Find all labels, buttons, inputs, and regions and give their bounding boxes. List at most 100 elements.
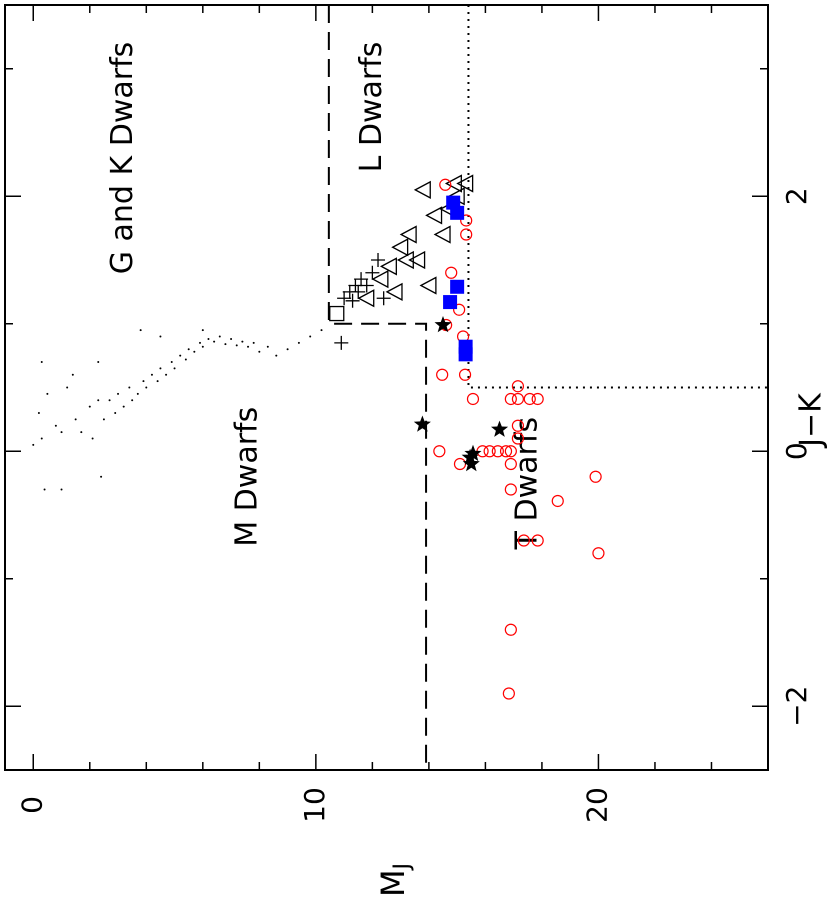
dot-point xyxy=(320,329,323,332)
circle-point xyxy=(523,392,536,406)
dot-point xyxy=(173,367,176,370)
dot-point xyxy=(193,350,196,353)
dot-point xyxy=(230,338,233,341)
circle-point xyxy=(502,687,515,700)
region-label: M Dwarfs xyxy=(230,407,265,547)
dot-point xyxy=(179,354,182,357)
dot-point xyxy=(142,380,145,383)
dot-point xyxy=(207,338,210,341)
circle-point xyxy=(504,392,517,406)
x-tick-label: 20 xyxy=(580,787,613,823)
x-axis-label-sub: J xyxy=(390,863,415,872)
triangle-point xyxy=(371,270,389,289)
region-label: T Dwarfs xyxy=(509,417,544,550)
region-label: L Dwarfs xyxy=(354,42,389,173)
dot-point xyxy=(128,386,131,389)
circle-point xyxy=(517,534,530,547)
dot-point xyxy=(54,424,57,427)
plot-frame xyxy=(4,4,769,771)
circle-point xyxy=(491,445,504,458)
circle-point xyxy=(439,178,452,191)
dot-point xyxy=(60,488,63,491)
dot-point xyxy=(266,345,269,348)
dot-point xyxy=(201,329,204,332)
dot-point xyxy=(97,399,100,402)
dot-point xyxy=(213,340,216,343)
star-point xyxy=(462,455,480,472)
dot-point xyxy=(247,345,250,348)
dot-point xyxy=(241,340,244,343)
plus-point xyxy=(354,272,369,287)
plus-point xyxy=(376,291,391,306)
circle-point xyxy=(499,445,513,458)
circle-point xyxy=(504,483,517,496)
triangle-point xyxy=(419,276,437,295)
dot-point xyxy=(198,341,201,344)
circle-point xyxy=(592,547,605,560)
circle-point xyxy=(511,419,525,432)
x-axis-label: MJ xyxy=(374,863,415,897)
dot-point xyxy=(117,392,120,395)
triangle-point xyxy=(357,289,375,308)
dot-point xyxy=(46,392,49,395)
triangle-point xyxy=(396,250,414,270)
plus-point xyxy=(359,278,374,293)
region-label: G and K Dwarfs xyxy=(105,42,140,275)
triangle-point xyxy=(399,225,417,244)
dot-point xyxy=(40,437,43,440)
circle-point xyxy=(589,470,602,483)
y-tick-label: 0 xyxy=(780,442,813,460)
dot-point xyxy=(224,343,227,346)
circle-point xyxy=(504,445,517,458)
filled-square-point xyxy=(443,295,458,310)
circle-point xyxy=(460,228,473,241)
triangle-point xyxy=(385,282,403,301)
circle-point xyxy=(511,432,525,445)
y-tick-label: 2 xyxy=(780,187,813,205)
triangle-point xyxy=(425,206,443,225)
star-point xyxy=(464,444,482,462)
circle-point xyxy=(466,392,480,406)
star-point xyxy=(491,420,509,437)
dot-point xyxy=(159,367,162,370)
dot-point xyxy=(150,373,153,376)
dot-point xyxy=(114,412,117,414)
dot-point xyxy=(80,431,83,434)
plus-point xyxy=(351,284,366,299)
dot-point xyxy=(100,475,103,478)
dot-point xyxy=(71,373,74,376)
dot-point xyxy=(102,418,105,421)
filled-square-point xyxy=(458,347,473,362)
triangle-point xyxy=(444,174,462,193)
boundary-line xyxy=(467,5,768,389)
dot-point xyxy=(136,392,139,395)
star-point xyxy=(413,415,431,432)
dot-point xyxy=(159,335,162,338)
dot-point xyxy=(218,335,221,338)
dot-point xyxy=(88,405,91,408)
circle-point xyxy=(504,623,517,636)
dot-point xyxy=(297,341,300,344)
y-tick-label: −2 xyxy=(780,686,813,727)
filled-square-point xyxy=(450,279,465,294)
dot-point xyxy=(91,437,94,440)
triangle-point xyxy=(379,257,397,276)
dot-point xyxy=(309,335,312,338)
circle-point xyxy=(433,445,446,458)
dot-point xyxy=(201,345,204,348)
circle-point xyxy=(453,303,466,316)
dot-point xyxy=(32,443,35,446)
dot-point xyxy=(258,350,261,353)
plus-point xyxy=(337,291,352,306)
x-tick-label: 0 xyxy=(15,796,48,814)
dot-point xyxy=(170,361,173,363)
triangle-point xyxy=(433,225,451,244)
circle-point xyxy=(511,380,525,393)
boundary-line xyxy=(327,5,428,770)
dot-point xyxy=(235,344,238,347)
dot-point xyxy=(108,399,111,402)
dot-point xyxy=(97,361,100,363)
dot-point xyxy=(275,354,278,357)
plus-point xyxy=(345,293,360,308)
